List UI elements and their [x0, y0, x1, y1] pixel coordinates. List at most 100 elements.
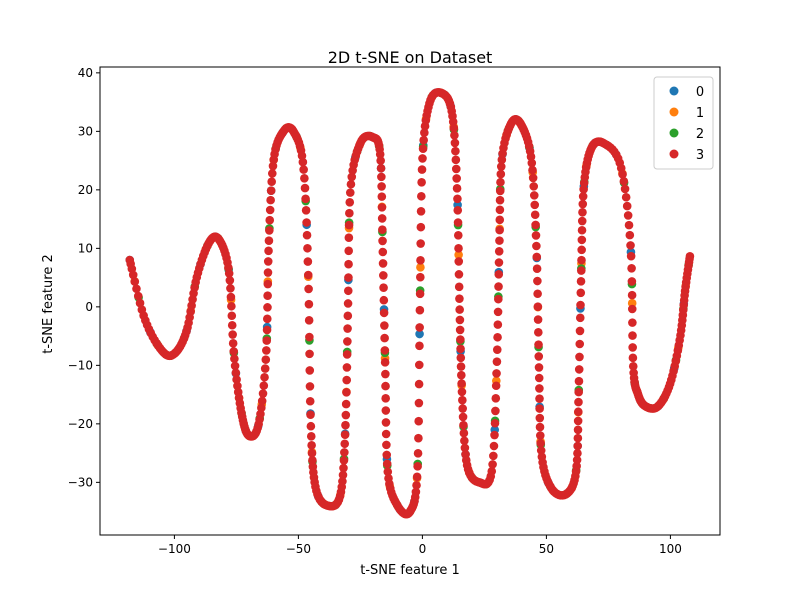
series-3-point: [303, 257, 313, 266]
series-3-point: [304, 284, 313, 294]
series-3-point: [301, 194, 310, 204]
series-3-point: [257, 403, 266, 413]
series-3-point: [306, 410, 315, 419]
series-3-point: [534, 373, 544, 383]
series-3-point: [414, 433, 423, 443]
series-3-point: [529, 191, 539, 200]
series-3-point: [303, 243, 312, 253]
x-tick-label: −50: [286, 542, 311, 556]
series-3-point: [449, 123, 459, 133]
series-3-point: [491, 394, 501, 403]
series-3-point: [415, 305, 425, 315]
series-3-point: [530, 210, 540, 220]
series-3-point: [344, 233, 354, 243]
series-3-point: [302, 230, 312, 240]
series-3-point: [345, 208, 354, 218]
series-3-point: [262, 314, 272, 324]
series-3-point: [417, 165, 427, 174]
series-3-point: [489, 441, 499, 451]
legend-marker-0: [669, 86, 679, 96]
series-3-point: [305, 366, 315, 375]
series-3-point: [532, 252, 542, 262]
axes: [99, 66, 721, 536]
series-3-point: [298, 157, 308, 167]
series-3-point: [626, 241, 635, 250]
series-3-point: [459, 420, 468, 430]
series-3-point: [381, 369, 390, 379]
series-3-point: [576, 266, 586, 275]
series-3-point: [415, 341, 424, 351]
series-3-point: [339, 456, 349, 465]
series-3-point: [263, 279, 273, 289]
series-3-point: [493, 332, 502, 342]
series-3-point: [135, 298, 145, 308]
series-3-point: [572, 455, 582, 465]
series-3-point: [412, 480, 421, 490]
series-3-point: [343, 311, 353, 321]
series-3-point: [417, 191, 426, 201]
series-3-point: [574, 387, 583, 397]
series-3-point: [456, 362, 466, 371]
series-3-point: [306, 432, 316, 441]
series-3-point: [343, 324, 352, 333]
series-3-point: [416, 272, 425, 282]
series-3-point: [416, 222, 426, 232]
series-3-point: [495, 236, 504, 245]
series-3-point: [494, 258, 504, 267]
series-3-point: [379, 271, 388, 280]
series-3-point: [626, 251, 636, 261]
series-3-point: [455, 315, 465, 325]
series-3-point: [627, 304, 637, 314]
series-3-point: [305, 349, 314, 359]
series-3-point: [489, 451, 498, 461]
series-3-point: [496, 177, 505, 187]
plot-frame: [99, 66, 721, 536]
series-3-point: [376, 163, 386, 173]
series-3-point: [416, 239, 425, 248]
series-3-point: [381, 429, 391, 439]
series-3-point: [573, 425, 583, 435]
series-3-point: [264, 246, 273, 256]
series-3-point: [450, 138, 460, 148]
series-3-point: [418, 154, 427, 163]
series-3-point: [573, 407, 583, 417]
series-3-point: [454, 282, 464, 292]
series-3-point: [414, 416, 423, 426]
series-3-point: [577, 216, 587, 226]
series-3-point: [224, 269, 234, 278]
series-3-point: [455, 305, 464, 314]
series-3-point: [576, 288, 586, 298]
y-tick-label: 30: [78, 124, 93, 138]
series-3-point: [344, 273, 353, 282]
series-3-point: [381, 418, 391, 427]
series-3-point: [456, 344, 465, 354]
series-3-point: [628, 331, 637, 340]
series-3-point: [575, 339, 585, 349]
series-3-point: [377, 182, 386, 191]
series-3-point: [453, 230, 463, 240]
series-3-point: [344, 220, 354, 230]
series-3-point: [260, 364, 270, 373]
series-3-point: [379, 283, 388, 292]
series-3-point: [685, 252, 695, 261]
x-tick-label: −100: [158, 542, 191, 556]
series-3-point: [412, 472, 422, 482]
series-3-point: [491, 406, 500, 416]
series-3-point: [452, 184, 462, 193]
series-3-point: [536, 446, 546, 455]
series-3-point: [455, 325, 465, 335]
series-3-point: [492, 357, 502, 366]
data-points: [125, 87, 695, 519]
series-3-point: [577, 245, 586, 255]
series-3-point: [628, 343, 637, 352]
series-3-point: [460, 436, 469, 446]
series-3-point: [382, 459, 392, 469]
y-tick-label: 10: [78, 241, 93, 255]
series-3-point: [490, 430, 499, 440]
series-3-point: [230, 354, 239, 364]
series-3-point: [268, 161, 278, 171]
series-3-point: [573, 441, 582, 451]
series-3-point: [305, 382, 315, 391]
series-3-point: [414, 360, 424, 370]
series-3-point: [268, 169, 277, 178]
